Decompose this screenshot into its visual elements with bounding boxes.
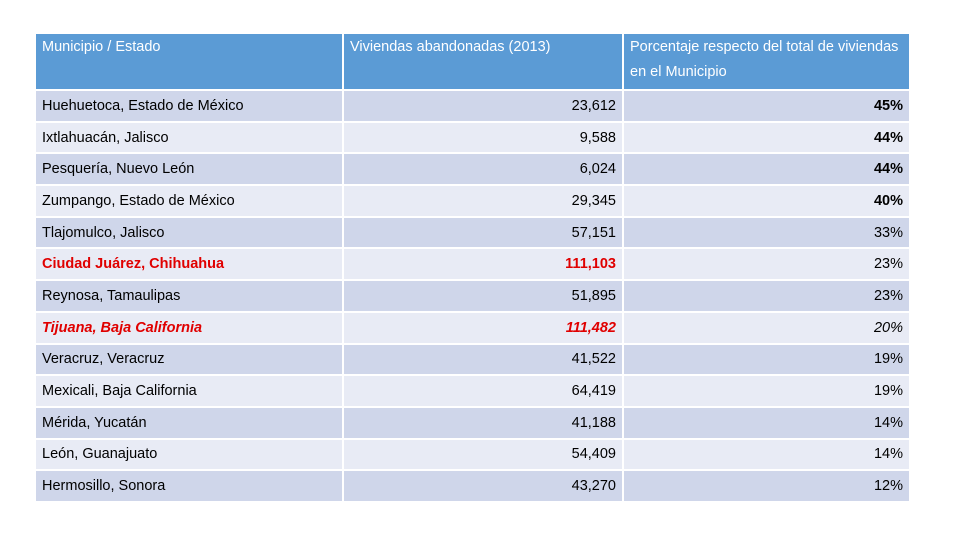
table-row: Huehuetoca, Estado de México 23,612 45% (36, 91, 909, 121)
table-cell: Huehuetoca, Estado de México (36, 91, 342, 121)
table-cell: 54,409 (344, 439, 622, 470)
table-cell: 40% (624, 186, 909, 216)
header-row: Municipio / Estado Viviendas abandonadas… (36, 34, 909, 89)
table-cell: 23,612 (344, 91, 622, 121)
table-header: Municipio / Estado Viviendas abandonadas… (36, 34, 909, 89)
table-cell: Tlajomulco, Jalisco (36, 217, 342, 248)
table-row: León, Guanajuato 54,409 14% (36, 439, 909, 470)
table-cell: 23% (624, 281, 909, 311)
table-cell: 19% (624, 344, 909, 375)
header-cell: Municipio / Estado (36, 34, 342, 89)
table-cell: 64,419 (344, 376, 622, 406)
table-row: Ciudad Juárez, Chihuahua 111,103 23% (36, 249, 909, 280)
table-cell: 43,270 (344, 471, 622, 501)
table-cell: 14% (624, 407, 909, 438)
table-cell: 41,188 (344, 407, 622, 438)
table-row: Hermosillo, Sonora 43,270 12% (36, 471, 909, 501)
data-table: Municipio / Estado Viviendas abandonadas… (34, 32, 911, 503)
table-body: Huehuetoca, Estado de México 23,612 45% Ixt… (36, 91, 909, 501)
table-row: Zumpango, Estado de México 29,345 40% (36, 186, 909, 216)
table-cell: 14% (624, 439, 909, 470)
table-cell: León, Guanajuato (36, 439, 342, 470)
table-cell: Mexicali, Baja California (36, 376, 342, 406)
table-cell: Hermosillo, Sonora (36, 471, 342, 501)
table-cell: 20% (624, 312, 909, 343)
table-row: Mérida, Yucatán 41,188 14% (36, 407, 909, 438)
table-row: Tlajomulco, Jalisco 57,151 33% (36, 217, 909, 248)
table-cell: 9,588 (344, 122, 622, 153)
table-cell: 57,151 (344, 217, 622, 248)
table-cell: 111,482 (344, 312, 622, 343)
table-cell: 12% (624, 471, 909, 501)
table-row: Mexicali, Baja California 64,419 19% (36, 376, 909, 406)
table-cell: 44% (624, 154, 909, 185)
table-row: Pesquería, Nuevo León 6,024 44% (36, 154, 909, 185)
table-cell: 41,522 (344, 344, 622, 375)
table-cell: Veracruz, Veracruz (36, 344, 342, 375)
table-cell: 19% (624, 376, 909, 406)
table-cell: 33% (624, 217, 909, 248)
table-cell: Ciudad Juárez, Chihuahua (36, 249, 342, 280)
table-cell: 51,895 (344, 281, 622, 311)
table-cell: 29,345 (344, 186, 622, 216)
table-cell: Pesquería, Nuevo León (36, 154, 342, 185)
table-cell: Reynosa, Tamaulipas (36, 281, 342, 311)
table-cell: 45% (624, 91, 909, 121)
header-cell: Viviendas abandonadas (2013) (344, 34, 622, 89)
table-cell: 44% (624, 122, 909, 153)
table-row: Ixtlahuacán, Jalisco 9,588 44% (36, 122, 909, 153)
table-cell: Mérida, Yucatán (36, 407, 342, 438)
table-cell: Tijuana, Baja California (36, 312, 342, 343)
table-cell: 23% (624, 249, 909, 280)
table-row: Tijuana, Baja California 111,482 20% (36, 312, 909, 343)
table-row: Reynosa, Tamaulipas 51,895 23% (36, 281, 909, 311)
table-cell: 6,024 (344, 154, 622, 185)
table-cell: Ixtlahuacán, Jalisco (36, 122, 342, 153)
table-row: Veracruz, Veracruz 41,522 19% (36, 344, 909, 375)
table-cell: Zumpango, Estado de México (36, 186, 342, 216)
header-cell: Porcentaje respecto del total de viviend… (624, 34, 909, 89)
table-cell: 111,103 (344, 249, 622, 280)
